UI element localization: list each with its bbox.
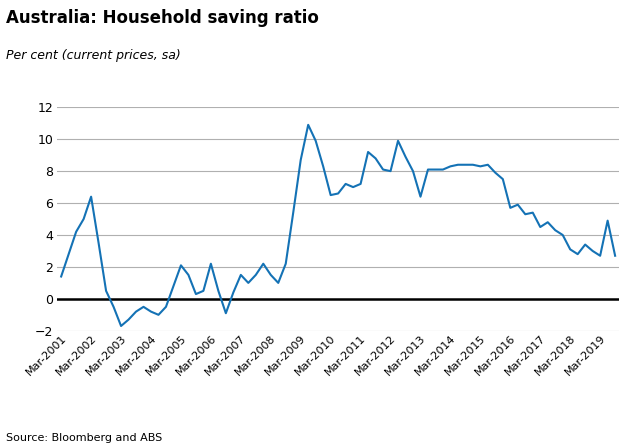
Text: Australia: Household saving ratio: Australia: Household saving ratio (6, 9, 319, 27)
Text: Source: Bloomberg and ABS: Source: Bloomberg and ABS (6, 433, 163, 443)
Text: Per cent (current prices, sa): Per cent (current prices, sa) (6, 49, 181, 62)
